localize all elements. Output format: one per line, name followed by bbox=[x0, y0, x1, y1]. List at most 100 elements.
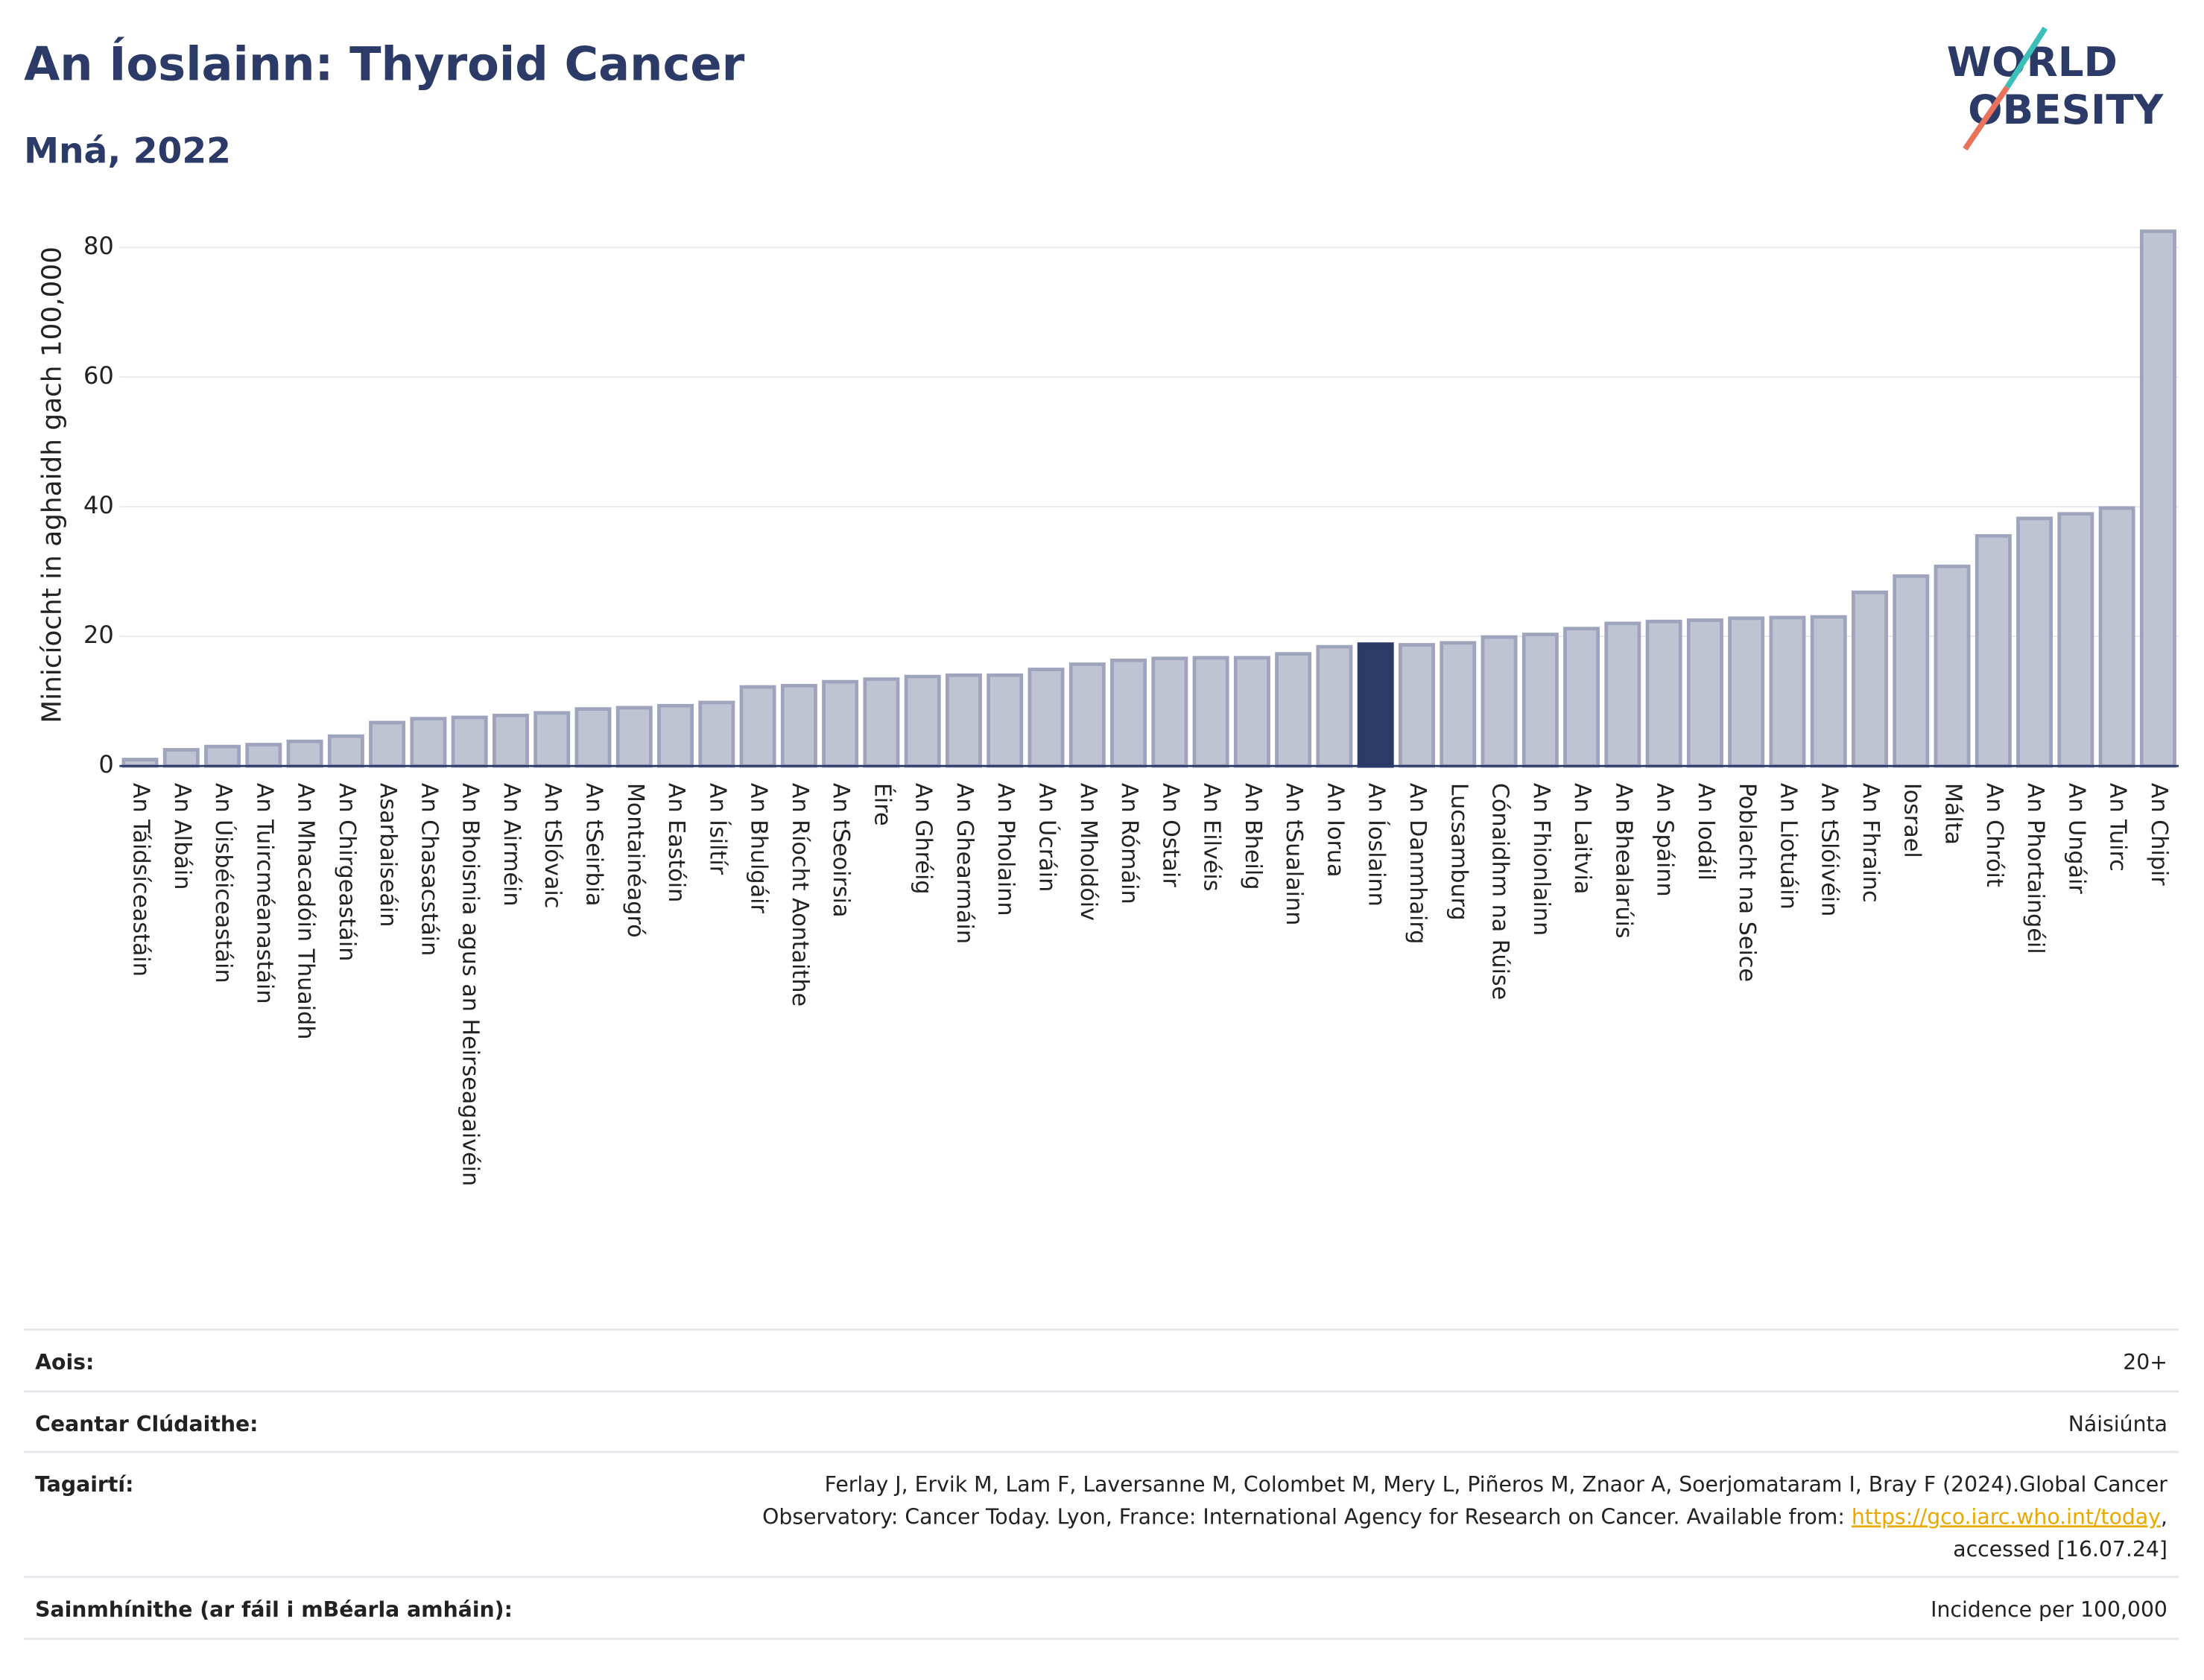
bar bbox=[2098, 506, 2135, 768]
bar bbox=[1521, 633, 1559, 768]
bar bbox=[822, 679, 859, 768]
x-tick-label: Poblacht na Seice bbox=[1734, 783, 1760, 982]
x-tick-label: An Phortaingéil bbox=[2022, 783, 2048, 954]
x-tick-label: An Táidsíceastáin bbox=[127, 783, 153, 977]
x-tick-label: An Ghearmáin bbox=[951, 783, 978, 944]
x-tick-label: An Fhrainc bbox=[1858, 783, 1884, 903]
x-tick-label: An Fhionlainn bbox=[1528, 783, 1554, 936]
x-tick-label: An Tuirc bbox=[2105, 783, 2131, 872]
x-tick-label: Asarbaiseáin bbox=[375, 783, 401, 928]
x-tick-label: An Pholainn bbox=[992, 783, 1019, 916]
x-tick-label: An Eilvéis bbox=[1199, 783, 1225, 892]
row-label: Aois: bbox=[35, 1350, 94, 1375]
x-tick-label: An Iorua bbox=[1322, 783, 1348, 878]
x-tick-label: An Tuircméanastáin bbox=[251, 783, 277, 1004]
bar bbox=[739, 685, 776, 768]
chart-title: An Íoslainn: Thyroid Cancer bbox=[24, 37, 745, 92]
x-tick-label: An Laitvia bbox=[1569, 783, 1595, 895]
bar bbox=[2057, 512, 2094, 768]
bar bbox=[863, 677, 900, 768]
bar bbox=[1645, 619, 1682, 768]
bar bbox=[204, 744, 241, 768]
bar bbox=[780, 683, 817, 768]
x-tick-label: An Danmhairg bbox=[1405, 783, 1431, 945]
x-tick-label: An Iodáil bbox=[1693, 783, 1719, 881]
reference-line: Ferlay J, Ervik M, Lam F, Laversanne M, … bbox=[825, 1472, 2168, 1497]
x-tick-label: An Bhealarúis bbox=[1610, 783, 1636, 939]
x-tick-label: An Airméin bbox=[498, 783, 525, 907]
y-tick-label: 60 bbox=[83, 361, 114, 390]
y-tick-label: 20 bbox=[83, 621, 114, 649]
x-tick-label: An Ghréig bbox=[911, 783, 937, 895]
reference-text: Observatory: Cancer Today. Lyon, France:… bbox=[762, 1504, 1852, 1529]
x-tick-label: An Ostair bbox=[1157, 783, 1183, 888]
reference-text: , bbox=[2161, 1504, 2167, 1529]
x-tick-label: An Úcráin bbox=[1034, 783, 1062, 892]
bar bbox=[1110, 659, 1147, 768]
bar bbox=[1686, 618, 1723, 768]
x-tick-label: An Ungáir bbox=[2063, 783, 2089, 895]
bar bbox=[2139, 229, 2176, 768]
x-tick-label: An Ríocht Aontaithe bbox=[787, 783, 813, 1007]
x-tick-label: Cónaidhm na Rúise bbox=[1487, 783, 1513, 1000]
bar bbox=[1027, 668, 1065, 768]
bar bbox=[1728, 616, 1765, 768]
bar bbox=[533, 711, 571, 768]
row-value: 20+ bbox=[2123, 1350, 2167, 1375]
x-tick-label: An Bhoisnia agus an Heirseagaivéin bbox=[457, 783, 484, 1186]
bar bbox=[245, 743, 282, 768]
x-tick-label: An tSualainn bbox=[1281, 783, 1307, 925]
y-tick-label: 40 bbox=[83, 491, 114, 519]
x-tick-label: An tSlóvaic bbox=[539, 783, 566, 909]
bar bbox=[1481, 635, 1518, 768]
reference-line: accessed [16.07.24] bbox=[1953, 1537, 2167, 1562]
x-tick-label: An Bheilg bbox=[1240, 783, 1266, 890]
bar bbox=[1563, 627, 1600, 768]
x-tick-label: An Bhulgáir bbox=[746, 783, 772, 914]
bar bbox=[410, 717, 447, 768]
x-tick-label: An Liotuáin bbox=[1775, 783, 1801, 910]
bar bbox=[286, 739, 323, 768]
bar bbox=[1852, 590, 1888, 768]
logo-word: OBESITY bbox=[1968, 86, 2165, 133]
x-tick-label: An Íoslainn bbox=[1364, 783, 1390, 907]
x-tick-label: An tSeirbia bbox=[581, 783, 607, 907]
bar bbox=[1275, 652, 1312, 768]
bar bbox=[1233, 656, 1270, 768]
row-label: Ceantar Clúdaithe: bbox=[35, 1412, 258, 1436]
logo-slash bbox=[1963, 85, 2010, 151]
row-label: Sainmhínithe (ar fáil i mBéarla amháin): bbox=[35, 1597, 513, 1622]
bar bbox=[904, 674, 941, 768]
x-tick-label: Montainéagró bbox=[622, 783, 648, 938]
bar bbox=[945, 673, 982, 768]
bar bbox=[2016, 516, 2053, 768]
bar bbox=[1068, 662, 1106, 768]
bar bbox=[327, 734, 364, 768]
chart-subtitle: Mná, 2022 bbox=[24, 131, 231, 172]
bar bbox=[1769, 615, 1806, 768]
bar bbox=[1151, 656, 1188, 768]
y-tick-label: 80 bbox=[83, 232, 114, 260]
reference-line: Observatory: Cancer Today. Lyon, France:… bbox=[762, 1504, 2167, 1529]
bar bbox=[1399, 643, 1435, 768]
bar bbox=[1975, 533, 2012, 768]
logo: WORLD OBESITY bbox=[1947, 26, 2165, 151]
x-tick-label: An Eastóin bbox=[663, 783, 689, 902]
x-tick-label: An Spáinn bbox=[1652, 783, 1678, 897]
bar bbox=[492, 713, 529, 768]
x-tick-label: Iosrael bbox=[1899, 783, 1925, 858]
x-tick-label: An Chasacstáin bbox=[416, 783, 442, 956]
y-axis-title: Minicíocht in aghaidh gach 100,000 bbox=[37, 247, 68, 723]
logo-slash bbox=[2004, 26, 2048, 89]
bar bbox=[1316, 644, 1353, 768]
x-tick-label: An Albáin bbox=[169, 783, 195, 890]
row-label: Tagairtí: bbox=[35, 1472, 133, 1497]
x-tick-label: An Chróit bbox=[1981, 783, 2007, 887]
x-tick-label: Lucsamburg bbox=[1445, 783, 1472, 921]
row-value: Incidence per 100,000 bbox=[1931, 1597, 2167, 1622]
bar bbox=[369, 720, 406, 768]
x-tick-label: An tSeoirsia bbox=[828, 783, 854, 918]
x-tick-label: An Rómáin bbox=[1116, 783, 1142, 904]
